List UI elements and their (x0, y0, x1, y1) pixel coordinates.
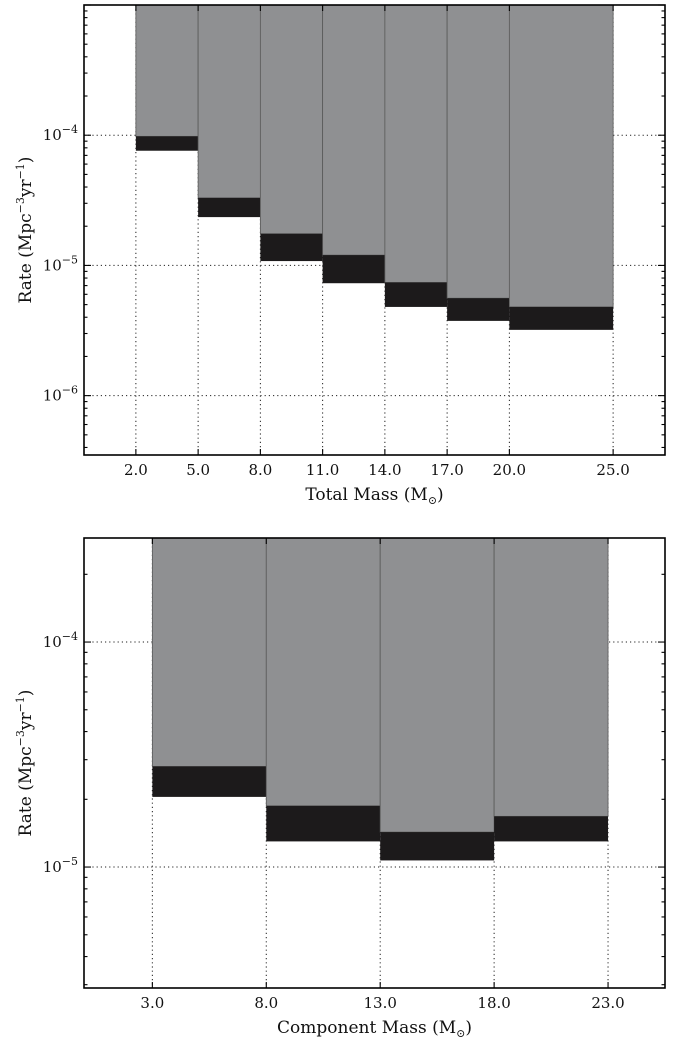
total-mass-y-tick-label-0: 10−4 (43, 123, 78, 144)
total-mass-bar-band-6 (509, 306, 614, 330)
total-mass-bar-band-3 (322, 255, 385, 284)
total-mass-x-axis-label: Total Mass (M⊙) (305, 485, 443, 507)
component-mass-x-tick-labels: 3.0 8.0 13.0 18.0 23.0 (140, 994, 624, 1012)
total-mass-bar-upper-0 (135, 4, 199, 137)
total-mass-bar-band-1 (198, 197, 261, 218)
total-mass-bar-band-2 (260, 233, 323, 262)
total-mass-bar-band-5 (447, 298, 510, 321)
total-mass-y-tick-label-1: 10−5 (43, 253, 78, 274)
total-mass-bar-upper-3 (322, 4, 386, 256)
component-mass-bar-upper-3 (493, 537, 609, 817)
total-mass-x-tick-labels: 2.0 5.0 8.0 11.0 14.0 17.0 20.0 25.0 (124, 461, 630, 479)
total-mass-y-tick-label-2: 10−6 (43, 384, 78, 405)
total-mass-bar-band-4 (384, 282, 448, 307)
component-mass-bar-band-1 (266, 805, 381, 842)
component-mass-x-tick-label-4: 23.0 (591, 994, 624, 1012)
total-mass-x-tick-label-1: 5.0 (186, 461, 210, 479)
total-mass-bar-upper-6 (508, 4, 614, 308)
component-mass-x-tick-label-0: 3.0 (140, 994, 164, 1012)
total-mass-plot-frame (83, 4, 666, 456)
total-mass-x-tick-label-2: 8.0 (248, 461, 272, 479)
component-mass-panel: 3.0 8.0 13.0 18.0 23.0 10−4 10−5 Component Ma… (14, 537, 666, 1040)
component-mass-y-axis-label: Rate (Mpc−3yr−1) (14, 690, 36, 837)
component-mass-x-tick-label-1: 8.0 (254, 994, 278, 1012)
total-mass-bar-upper-2 (259, 4, 324, 235)
total-mass-y-axis-label: Rate (Mpc−3yr−1) (14, 157, 36, 304)
component-mass-bar-upper-0 (151, 537, 267, 767)
component-mass-bar-upper-2 (379, 537, 495, 833)
component-mass-bars (151, 537, 609, 861)
total-mass-bar-band-0 (135, 136, 199, 151)
total-mass-bar-upper-1 (197, 4, 261, 199)
component-mass-x-axis-label: Component Mass (M⊙) (277, 1018, 472, 1040)
total-mass-ticks (84, 4, 665, 455)
component-mass-ticks (84, 538, 665, 988)
component-mass-x-tick-label-2: 13.0 (363, 994, 396, 1012)
total-mass-bar-upper-5 (446, 4, 510, 299)
component-mass-bar-upper-1 (265, 537, 381, 807)
component-mass-bar-band-2 (380, 832, 495, 861)
total-mass-x-tick-label-3: 11.0 (306, 461, 339, 479)
component-mass-y-tick-label-0: 10−4 (43, 630, 78, 651)
component-mass-y-tick-label-1: 10−5 (43, 855, 78, 876)
component-mass-bar-band-3 (494, 816, 609, 842)
total-mass-x-tick-label-7: 25.0 (596, 461, 629, 479)
component-mass-plot-frame (83, 537, 666, 989)
total-mass-panel: 2.0 5.0 8.0 11.0 14.0 17.0 20.0 25.0 10−410−510… (14, 4, 666, 507)
total-mass-x-tick-label-4: 14.0 (368, 461, 401, 479)
total-mass-y-tick-labels: 10−4 10−5 10−6 (43, 123, 78, 404)
total-mass-x-tick-label-5: 17.0 (430, 461, 463, 479)
total-mass-x-tick-label-0: 2.0 (124, 461, 148, 479)
component-mass-x-tick-label-3: 18.0 (477, 994, 510, 1012)
component-mass-y-tick-labels: 10−4 10−5 (43, 630, 78, 876)
total-mass-x-tick-label-6: 20.0 (493, 461, 526, 479)
component-mass-bar-band-0 (152, 766, 267, 797)
total-mass-bars (135, 4, 614, 330)
total-mass-bar-upper-4 (384, 4, 448, 283)
